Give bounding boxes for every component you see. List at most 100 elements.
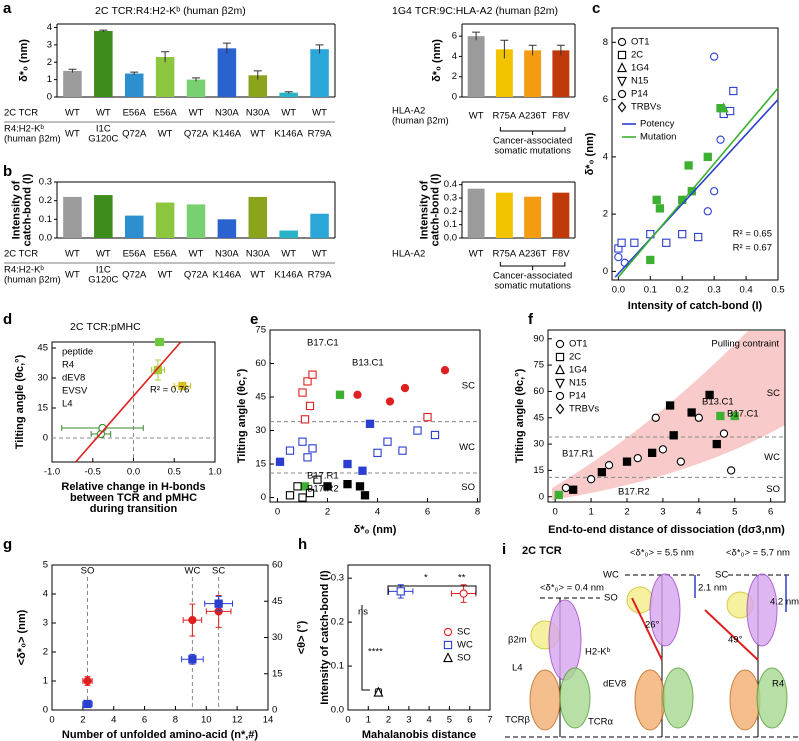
row-cell: E56A [123,108,147,119]
point [705,390,714,400]
bar [467,36,485,97]
x-tick-label: 5 [447,715,452,726]
row-cell: WT [312,249,327,260]
x-tick-label: 2 [386,715,391,726]
point [678,230,687,239]
row-cell: N30A [246,249,270,260]
x-axis-label: Relative change in H-bonds [61,481,205,493]
point [353,390,362,399]
legend-marker [617,89,627,99]
row-cell: G120C [88,275,118,286]
row-cell: WT [250,129,265,140]
y-axis-label: Tilting angle (θc,°) [514,368,526,463]
y-tick-label: 5 [43,560,48,571]
row-cell: WT [65,249,80,260]
y-tick-label: 60 [533,386,544,397]
point [710,187,719,196]
legend-marker [443,640,453,650]
point [440,366,450,375]
y-tick-label: 30 [37,373,48,384]
point [554,490,563,500]
bar [279,92,298,97]
point [622,457,632,466]
y-tick-label: 0.1 [331,661,344,672]
row-cell: Q72A [184,270,209,281]
point [684,161,693,170]
annotation: B17.R2 [618,487,650,498]
y-tick-label: 45 [37,343,48,354]
tcr-alpha [559,667,591,729]
point [597,468,607,477]
x-tick-label: 1.0 [208,467,221,478]
x-tick-label: 0 [345,715,350,726]
diagram-label: <δ*₀> = 5.7 nm [726,548,790,559]
y-tick-label: 15 [255,459,266,470]
panel-label: a [3,0,12,17]
y-tick-label: 6 [452,31,457,42]
y-tick-label: 0 [47,92,52,103]
x-tick-label: 1 [588,507,593,518]
y2-tick-label: 0 [272,705,277,716]
point [398,446,407,455]
x-tick-label: 6 [768,507,773,518]
point [383,437,392,446]
bar [248,75,268,97]
x-tick-label: 14 [263,715,274,726]
plot-frame [347,564,491,711]
row-cell: WT [158,129,173,140]
row-cell: E56A [153,249,177,260]
x-axis-label: Intensity of catch-bond (I) [628,300,763,312]
x-tick-label: 0.5 [168,467,181,478]
region-label: SO [766,484,780,495]
point [665,401,675,410]
legend-label: 1G4 [569,365,587,376]
y2-tick-label: 45 [272,596,283,607]
bracket-label: somatic mutations [494,146,571,157]
y-tick-label: 0.4 [444,179,457,190]
point [617,238,626,247]
tilt-line [631,597,663,661]
x-tick-label: 2 [624,507,629,518]
diagram-label: H2-Kᵇ [585,647,611,658]
x-tick-label: 0.2 [676,285,689,296]
legend-label: SC [457,627,470,638]
bar [495,49,513,97]
diagram-label: WC [603,570,619,581]
plot-frame [547,329,786,503]
y-tick-label: 0.1 [444,219,457,230]
annotation: ** [458,573,466,584]
region-label: SC [767,388,780,399]
point [662,238,671,247]
x-axis-label: δ*₀ (nm) [354,524,397,536]
y-axis-label: Intensity of [418,180,430,239]
error-bar [192,77,200,82]
point [647,448,657,458]
point [343,459,352,469]
x-tick-label: 0 [49,715,54,726]
x-tick-label: 3 [660,507,665,518]
row-cell: Q72A [122,270,147,281]
diagram-label: SC [715,570,728,581]
row-cell: K146A [274,270,303,281]
row-cell: R79A [308,270,332,281]
point [651,413,660,422]
x-tick-label: 8 [173,715,178,726]
row-header: R4:H2-Kᵇ [4,265,44,276]
bar [495,192,513,238]
point [155,337,164,347]
row-cell: Q72A [122,129,147,140]
point [726,466,736,475]
x-tick-label: 0.4 [739,285,752,296]
y-tick-label: 3 [47,39,52,50]
point [630,238,639,247]
error-bar [315,44,324,54]
panel-label: g [3,536,12,553]
legend-label: EVSV [62,386,88,397]
y-tick-label: 0.0 [39,233,52,244]
bar [63,70,82,97]
bar [467,188,485,238]
y-axis-label: catch-bond (I) [21,173,33,246]
bar [94,30,113,98]
point [586,475,596,484]
point [646,255,655,265]
